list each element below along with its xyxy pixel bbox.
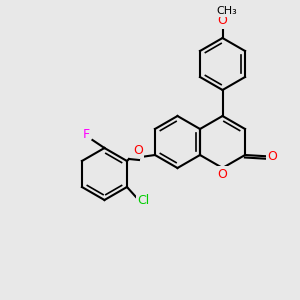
Text: F: F [83,128,90,142]
Text: O: O [133,143,143,157]
Text: O: O [218,14,227,28]
Text: Cl: Cl [137,194,149,208]
Text: O: O [218,167,227,181]
Text: CH₃: CH₃ [216,6,237,16]
Text: O: O [267,150,277,163]
